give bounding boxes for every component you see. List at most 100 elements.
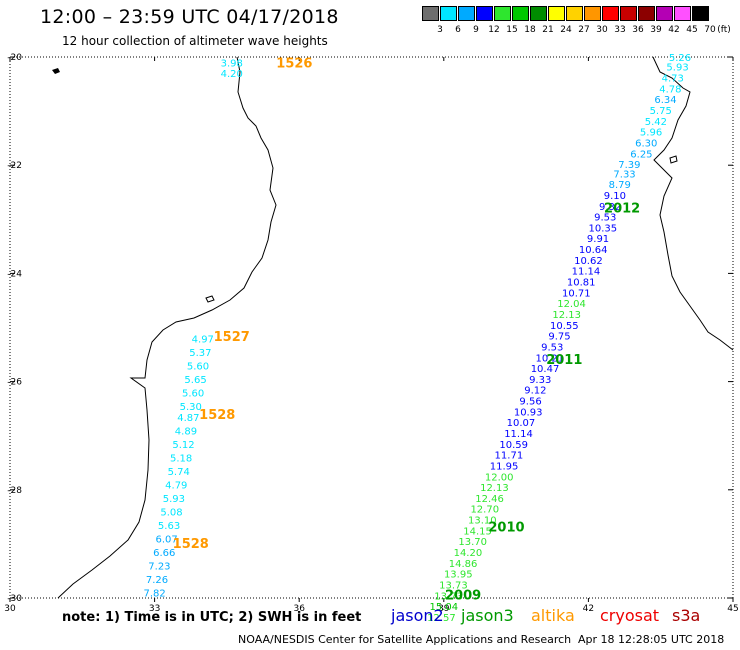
wave-height-value: 9.75 (548, 332, 570, 343)
x-tick-label: 33 (149, 604, 160, 614)
footer-timestamp: Apr 18 12:28:05 UTC 2018 (578, 633, 725, 646)
wave-height-value: 7.23 (148, 562, 170, 573)
pass-number-label: 1527 (214, 330, 250, 345)
colorbar-swatch (584, 6, 601, 21)
wave-height-value: 4.73 (662, 74, 684, 85)
jason3-track: 5.265.934.734.786.345.755.425.966.306.25… (427, 53, 691, 624)
wave-height-value: 12.70 (470, 505, 499, 516)
wave-height-value: 5.93 (666, 63, 688, 74)
colorbar-swatch (692, 6, 709, 21)
wave-height-value: 5.75 (650, 106, 672, 117)
wave-height-value: 5.65 (184, 375, 206, 386)
pass-number-label: 2011 (546, 353, 582, 368)
colorbar-swatch (440, 6, 457, 21)
wave-height-value: 5.60 (187, 361, 209, 372)
colorbar-label: 21 (542, 25, 554, 35)
wave-height-value: 9.32 (599, 202, 621, 213)
units-note: note: 1) Time is in UTC; 2) SWH is in fe… (62, 610, 362, 625)
wave-height-value: 14.15 (463, 526, 492, 537)
wave-height-value: 10.07 (507, 418, 536, 429)
wave-height-value: 7.82 (143, 589, 165, 600)
island-marker (205, 295, 215, 303)
x-tick-label: 42 (583, 604, 594, 614)
wave-height-value: 9.33 (529, 375, 551, 386)
wave-height-value: 5.30 (180, 402, 202, 413)
wave-height-value: 10.64 (579, 245, 608, 256)
wave-height-value: 13.73 (439, 580, 468, 591)
colorbar-label: 12 (488, 25, 500, 35)
wave-height-value: 9.10 (604, 191, 626, 202)
colorbar-swatch (620, 6, 637, 21)
wave-height-value: 3.98 (221, 58, 243, 69)
y-tick-label: -28 (7, 486, 22, 496)
wave-height-value: 13.73 (434, 591, 463, 602)
island-marker (669, 155, 678, 164)
colorbar-label: 9 (473, 25, 479, 35)
wave-height-value: 10.35 (589, 223, 618, 234)
wave-height-value: 10.62 (574, 256, 603, 267)
wave-height-value: 7.33 (613, 169, 635, 180)
pass-number-label: 2010 (488, 521, 524, 536)
colorbar-swatch (674, 6, 691, 21)
wave-height-value: 10.71 (562, 288, 591, 299)
wave-height-value: 10.93 (514, 407, 543, 418)
colorbar-swatch (512, 6, 529, 21)
colorbar-label: 30 (596, 25, 608, 35)
colorbar-label: 70 (704, 25, 716, 35)
wave-height-value: 9.56 (519, 397, 541, 408)
colorbar-swatch (638, 6, 655, 21)
colorbar-swatch (476, 6, 493, 21)
colorbar-swatch (494, 6, 511, 21)
legend-altika: altika (531, 606, 575, 625)
wave-height-value: 12.00 (485, 472, 514, 483)
wave-height-value: 9.53 (541, 342, 563, 353)
y-tick-label: -24 (7, 269, 22, 279)
wave-height-value: 9.53 (594, 213, 616, 224)
wave-height-value: 15.04 (429, 602, 458, 613)
wave-height-value: 5.42 (645, 117, 667, 128)
wave-height-value: 10.81 (567, 278, 596, 289)
wave-height-value: 4.78 (659, 84, 681, 95)
wave-height-value: 5.26 (669, 53, 691, 64)
colorbar-label: 39 (650, 25, 662, 35)
wave-height-value: 6.07 (156, 534, 178, 545)
wave-height-value: 5.96 (640, 128, 662, 139)
pass-number-label: 1526 (276, 56, 312, 71)
legend-cryosat: cryosat (600, 606, 660, 625)
colorbar-swatch (530, 6, 547, 21)
wave-height-value: 10.47 (531, 364, 560, 375)
wave-height-value: 4.97 (192, 334, 214, 345)
wave-height-value: 7.26 (146, 575, 168, 586)
colorbar-swatch (566, 6, 583, 21)
colorbar-label: 15 (506, 25, 518, 35)
wave-height-value: 9.12 (524, 386, 546, 397)
pass-number-label: 1528 (173, 537, 209, 552)
y-tick-label: -30 (7, 594, 22, 604)
wave-height-value: 5.60 (182, 388, 204, 399)
wave-height-value: 10.55 (550, 321, 579, 332)
colorbar-label: 24 (560, 25, 572, 35)
colorbar-swatch (422, 6, 439, 21)
wave-height-value: 6.25 (630, 149, 652, 160)
wave-height-value: 6.66 (153, 548, 175, 559)
footer-credit: NOAA/NESDIS Center for Satellite Applica… (238, 633, 572, 646)
wave-height-value: 11.71 (495, 451, 524, 462)
altika-track: 3.984.20 4.97 5.37 5.60 5.65 5.60 5.304.87 4.89… (143, 56, 312, 599)
axis-ticks: 30 33 36 39 42 45 -20 -22 -24 -26 -28 -30 (4, 53, 738, 614)
wave-height-value: 12.13 (552, 310, 581, 321)
wave-height-value: 10.59 (499, 440, 528, 451)
coastline (52, 56, 734, 599)
island-marker (52, 68, 60, 74)
page-subtitle: 12 hour collection of altimeter wave hei… (62, 34, 328, 48)
wave-height-value: 5.63 (158, 521, 180, 532)
wave-height-value: 14.86 (449, 559, 478, 570)
wave-height-value: 4.89 (175, 426, 197, 437)
y-tick-label: -26 (7, 378, 22, 388)
colorbar-label: 36 (632, 25, 644, 35)
wave-height-value: 5.18 (170, 453, 192, 464)
wave-height-value: 11.14 (572, 267, 601, 278)
colorbar-unit: (ft) (717, 25, 731, 35)
colorbar-swatch (548, 6, 565, 21)
pass-number-label: 2012 (604, 201, 640, 216)
